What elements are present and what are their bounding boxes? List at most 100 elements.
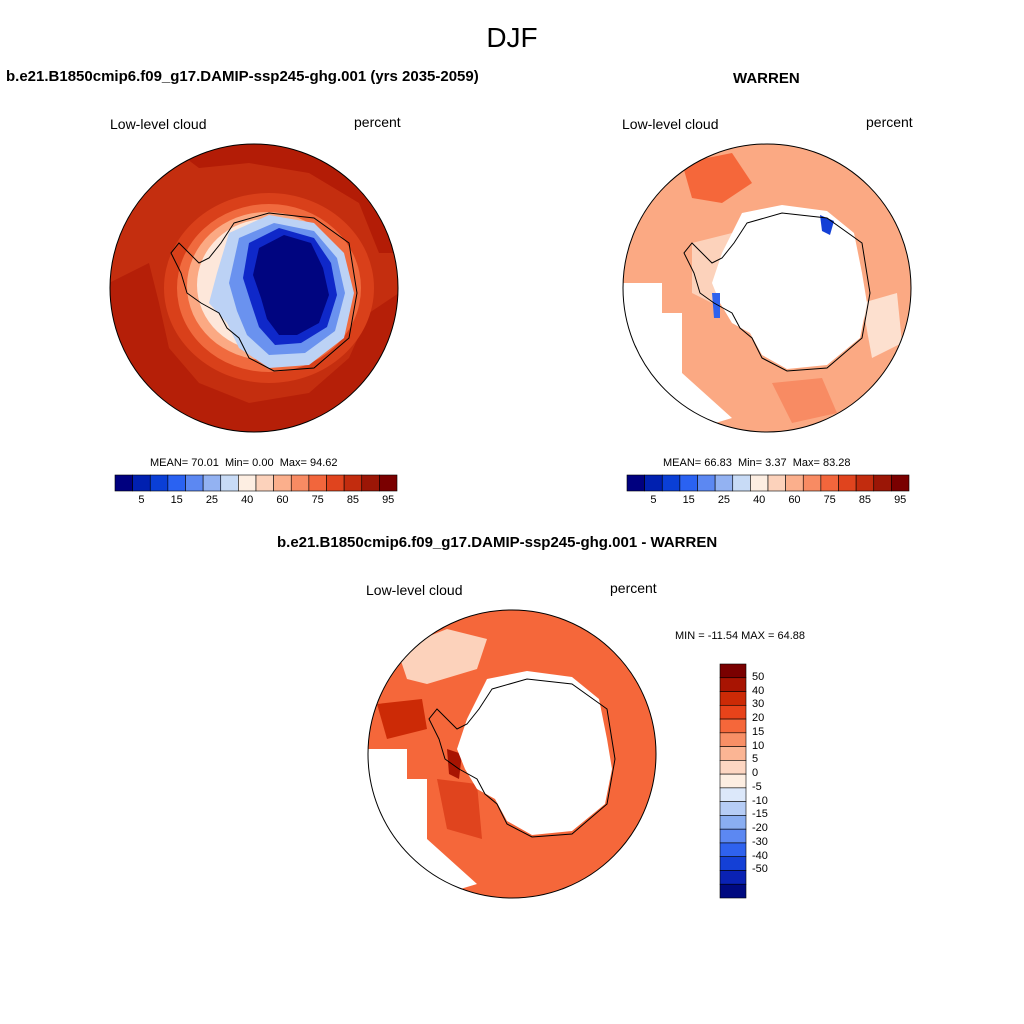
colorbar-model-swatch-1 — [132, 474, 151, 492]
colorbar-diff-swatch-5 — [719, 732, 747, 747]
obs-antarctica-coastline — [683, 212, 871, 372]
colorbar-model-swatch-5 — [202, 474, 222, 492]
diff-field-patch-dark-2 — [377, 699, 427, 739]
colorbar-model-tick-label: 85 — [346, 494, 360, 506]
colorbar-model-tick-label: 5 — [138, 494, 145, 506]
colorbar-obs-swatch-6 — [732, 474, 751, 492]
colorbar-diff-swatch-4 — [719, 718, 747, 734]
colorbar-model-swatch-4 — [185, 474, 204, 492]
colorbar-model-tick-label: 25 — [205, 494, 219, 506]
colorbar-model-swatch-8 — [255, 474, 274, 492]
panel-diff-units-label: percent — [610, 580, 657, 596]
panel-diff-map — [367, 609, 657, 899]
obs-field-patch-4 — [862, 293, 902, 358]
panel-model-variable-label: Low-level cloud — [110, 116, 207, 132]
diff-missing-interior — [457, 671, 612, 835]
colorbar-diff-swatch-9 — [719, 787, 747, 802]
obs-min-value: 3.37 — [765, 457, 787, 469]
panel-model-stats: MEAN= 70.01 Min= 0.00 Max= 94.62 — [150, 457, 338, 469]
diff-field-patch-dark-3 — [447, 749, 462, 779]
colorbar-model-swatch-0 — [114, 474, 133, 492]
colorbar-diff-swatch-13 — [719, 842, 747, 858]
model-map-border — [109, 143, 399, 433]
obs-max-value: 83.28 — [822, 457, 851, 469]
colorbar-diff-swatch-10 — [719, 801, 747, 816]
colorbar-diff-tick-label: -5 — [752, 780, 762, 793]
colorbar-model-swatch-11 — [308, 474, 327, 492]
panel-obs-units-label: percent — [866, 114, 913, 130]
colorbar-diff-tick-label: 10 — [752, 739, 765, 752]
colorbar-obs-tick-label: 25 — [717, 494, 731, 506]
obs-missing-interior — [712, 205, 867, 369]
colorbar-model-tick-label: 60 — [276, 494, 289, 506]
colorbar-obs-tick-label: 85 — [858, 494, 872, 506]
model-antarctica-coastline — [170, 212, 358, 372]
colorbar-diff-labels: 50 40 30 20 15 10 5 0 -5 -10 -15 -20 -30 -40 -50 — [752, 664, 792, 898]
colorbar-obs-tick-label: 15 — [682, 494, 695, 506]
colorbar-model-swatch-14 — [361, 474, 380, 492]
obs-mean-value: 66.83 — [704, 457, 732, 469]
colorbar-obs-swatch-4 — [697, 474, 716, 492]
model-field-outer-band — [110, 263, 398, 432]
colorbar-diff-swatch-3 — [719, 704, 747, 720]
colorbar-obs-swatch-13 — [855, 474, 875, 492]
diff-antarctica-coastline — [428, 678, 616, 838]
colorbar-diff-tick-label: -40 — [752, 849, 768, 862]
colorbar-obs-swatch-14 — [873, 474, 892, 492]
colorbar-obs-swatch-1 — [644, 474, 663, 492]
model-field-ice-core — [253, 235, 329, 335]
obs-max-label: Max= — [792, 457, 820, 469]
obs-field-patch-2 — [772, 378, 837, 423]
model-mean-label: MEAN= — [150, 457, 189, 469]
colorbar-diff-swatch-1 — [719, 677, 747, 692]
panel-obs-stats: MEAN= 66.83 Min= 3.37 Max= 83.28 — [663, 457, 851, 469]
colorbar-obs-swatch-3 — [679, 474, 698, 492]
colorbar-model-tick-label: 75 — [311, 494, 324, 506]
obs-map-border — [622, 143, 912, 433]
panel-obs-map — [622, 143, 912, 433]
obs-field-patch-1 — [682, 153, 752, 203]
panel-model-title: b.e21.B1850cmip6.f09_g17.DAMIP-ssp245-gh… — [6, 68, 479, 85]
colorbar-diff-swatch-12 — [719, 828, 747, 844]
colorbar-diff-tick-label: 40 — [752, 684, 765, 697]
colorbar-diff-swatch-11 — [719, 815, 747, 830]
colorbar-obs-swatch-7 — [750, 474, 769, 492]
diff-field-patch-dark-1 — [437, 779, 482, 839]
diff-map-border — [367, 609, 657, 899]
colorbar-obs-swatch-9 — [785, 474, 804, 492]
model-min-value: 0.00 — [252, 457, 274, 469]
colorbar-obs-tick-label: 60 — [788, 494, 801, 506]
model-min-label: Min= — [224, 457, 250, 469]
colorbar-diff-tick-label: 30 — [752, 698, 765, 711]
colorbar-model-labels: 5 15 25 40 60 75 85 95 — [115, 494, 397, 510]
colorbar-diff-tick-label: -10 — [752, 794, 768, 807]
colorbar-obs-tick-label: 75 — [823, 494, 836, 506]
panel-model-units-label: percent — [354, 114, 401, 130]
colorbar-diff-tick-label: -30 — [752, 835, 768, 848]
colorbar-diff-swatch-7 — [719, 760, 747, 775]
colorbar-model-swatch-3 — [167, 474, 186, 492]
colorbar-diff-tick-label: -15 — [752, 808, 768, 821]
colorbar-model-swatch-12 — [326, 474, 345, 492]
model-max-value: 94.62 — [309, 457, 338, 469]
panel-diff-minmax: MIN = -11.54 MAX = 64.88 — [675, 630, 806, 642]
colorbar-diff-swatch-0 — [719, 663, 747, 679]
page-title: DJF — [486, 22, 538, 53]
colorbar-obs-swatch-2 — [661, 474, 681, 492]
colorbar-obs-swatch-11 — [820, 474, 839, 492]
colorbar-model-tick-label: 15 — [170, 494, 183, 506]
obs-min-label: Min= — [737, 457, 763, 469]
colorbar-diff-swatch-16 — [719, 883, 747, 899]
colorbar-diff-swatch-14 — [719, 856, 747, 871]
colorbar-diff-tick-label: 0 — [752, 767, 759, 780]
panel-obs-title: WARREN — [733, 70, 800, 87]
colorbar-diff-tick-label: -20 — [752, 822, 768, 835]
colorbar-diff — [719, 663, 747, 899]
colorbar-model-tick-label: 95 — [382, 494, 395, 506]
panel-obs-variable-label: Low-level cloud — [622, 116, 719, 132]
colorbar-obs-swatch-15 — [891, 474, 910, 492]
colorbar-model-swatch-7 — [238, 474, 257, 492]
colorbar-obs-swatch-5 — [714, 474, 734, 492]
colorbar-diff-tick-label: 20 — [752, 712, 765, 725]
colorbar-diff-tick-label: -50 — [752, 863, 768, 876]
